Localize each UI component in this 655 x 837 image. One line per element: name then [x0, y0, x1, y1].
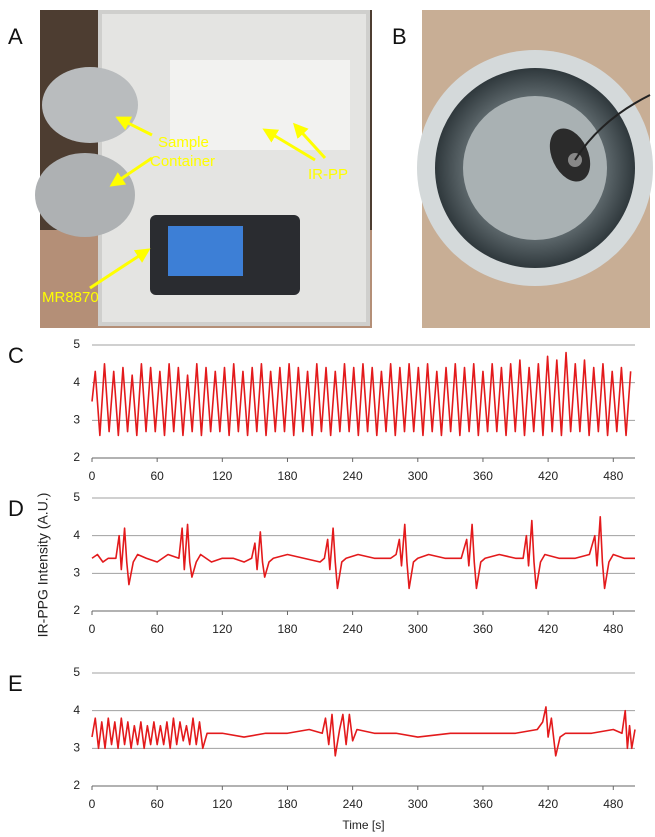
- y-tick-label: 2: [73, 603, 80, 617]
- x-tick-label: 0: [89, 797, 96, 811]
- y-tick-label: 2: [73, 778, 80, 792]
- y-tick-label: 4: [73, 703, 80, 717]
- x-tick-label: 300: [408, 622, 428, 636]
- x-tick-label: 420: [538, 469, 558, 483]
- y-tick-label: 5: [73, 490, 80, 504]
- x-tick-label: 120: [212, 797, 232, 811]
- x-tick-label: 480: [603, 622, 623, 636]
- y-tick-label: 2: [73, 450, 80, 464]
- photo-b: [417, 10, 653, 328]
- y-tick-label: 3: [73, 413, 80, 427]
- x-tick-label: 480: [603, 797, 623, 811]
- y-tick-label: 5: [73, 337, 80, 351]
- data-line: [92, 517, 635, 589]
- y-tick-label: 3: [73, 741, 80, 755]
- y-tick-label: 4: [73, 375, 80, 389]
- x-tick-label: 180: [277, 469, 297, 483]
- y-axis-label: IR-PPG Intensity (A.U.): [35, 493, 51, 638]
- annotation: Container: [150, 153, 215, 170]
- x-tick-label: 480: [603, 469, 623, 483]
- x-tick-label: 240: [343, 797, 363, 811]
- x-axis-label: Time [s]: [342, 818, 384, 832]
- x-tick-label: 60: [150, 797, 164, 811]
- x-tick-label: 360: [473, 797, 493, 811]
- x-tick-label: 60: [150, 469, 164, 483]
- annotation: IR-PP: [308, 166, 348, 183]
- y-tick-label: 5: [73, 665, 80, 679]
- panel-letter: D: [8, 496, 24, 521]
- x-tick-label: 300: [408, 469, 428, 483]
- x-tick-label: 0: [89, 469, 96, 483]
- panel-letter: B: [392, 24, 407, 49]
- figure: Sample Container IR-PP MR8870 A B C23450…: [0, 0, 655, 837]
- y-tick-label: 3: [73, 566, 80, 580]
- annotation: MR8870: [42, 289, 99, 306]
- x-tick-label: 60: [150, 622, 164, 636]
- x-tick-label: 180: [277, 622, 297, 636]
- x-tick-label: 180: [277, 797, 297, 811]
- x-tick-label: 120: [212, 622, 232, 636]
- x-tick-label: 240: [343, 469, 363, 483]
- panel-letter: E: [8, 671, 23, 696]
- x-tick-label: 420: [538, 622, 558, 636]
- panel-letter: A: [8, 24, 23, 49]
- y-tick-label: 4: [73, 528, 80, 542]
- x-tick-label: 360: [473, 622, 493, 636]
- x-tick-label: 300: [408, 797, 428, 811]
- x-tick-label: 120: [212, 469, 232, 483]
- panel-letter: C: [8, 343, 24, 368]
- photo-a: Sample Container IR-PP MR8870: [35, 10, 372, 328]
- data-line: [92, 353, 631, 436]
- x-tick-label: 0: [89, 622, 96, 636]
- x-tick-label: 420: [538, 797, 558, 811]
- x-tick-label: 240: [343, 622, 363, 636]
- x-tick-label: 360: [473, 469, 493, 483]
- annotation: Sample: [158, 134, 209, 151]
